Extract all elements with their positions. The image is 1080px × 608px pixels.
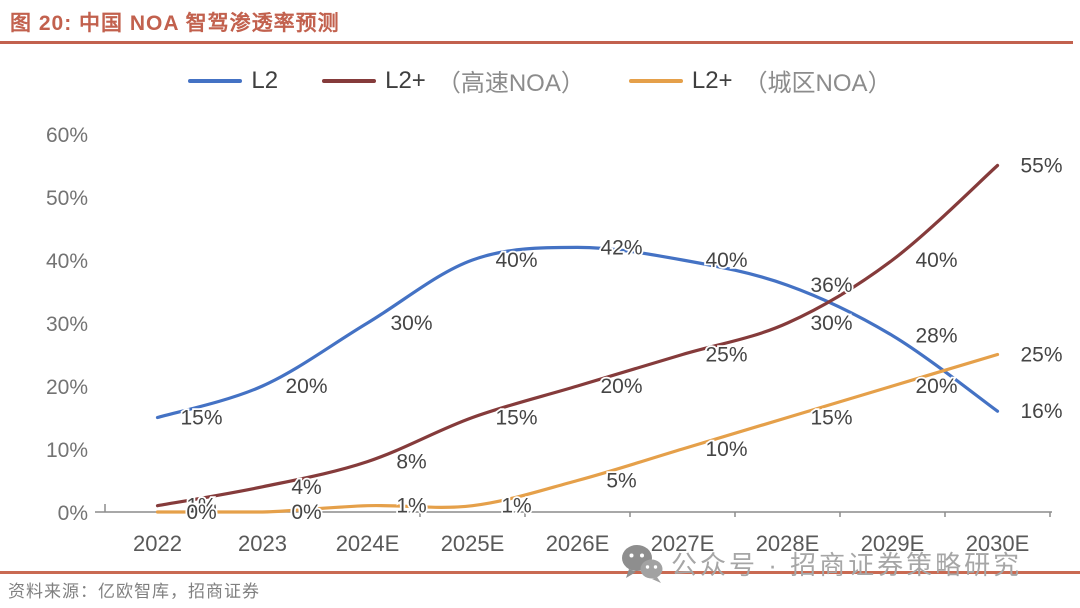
data-label: 4%	[291, 476, 321, 499]
x-tick-label: 2022	[133, 531, 182, 556]
y-axis-labels: 0% 10% 20% 30% 40% 50% 60%	[46, 124, 88, 525]
y-tick-label: 60%	[46, 124, 88, 147]
y-tick-label: 40%	[46, 250, 88, 273]
source-text: 资料来源：亿欧智库，招商证券	[8, 582, 260, 601]
legend-line-swatch	[322, 78, 377, 83]
legend-item-1: L2	[188, 67, 278, 95]
y-tick-label: 50%	[46, 187, 88, 210]
y-tick-label: 0%	[58, 502, 88, 525]
data-label: 20%	[600, 375, 642, 398]
x-axis-labels: 2022 2023 2024E 2025E 2026E 2027E 2028E 2029E 20…	[133, 531, 1029, 556]
x-tick-label: 2027E	[651, 531, 715, 556]
chart-legend: L2 L2+ （高速NOA） L2+ （城区NOA）	[0, 63, 1080, 98]
data-label: 25%	[1020, 344, 1062, 367]
data-label: 15%	[810, 407, 852, 430]
series-line-3	[155, 352, 1000, 514]
x-tick-label: 2028E	[756, 531, 820, 556]
watermark: 公众号 · 招商证券策略研究	[620, 543, 1022, 583]
data-label: 15%	[495, 407, 537, 430]
x-tick-label: 2025E	[441, 531, 505, 556]
legend-sublabel: （高速NOA）	[436, 70, 585, 97]
legend-item-3: L2+ （城区NOA）	[628, 63, 892, 98]
legend-label: L2+	[385, 66, 426, 94]
data-label: 0%	[291, 501, 321, 524]
data-label: 20%	[915, 375, 957, 398]
legend-line-swatch	[188, 78, 243, 83]
data-label: 10%	[705, 438, 747, 461]
y-tick-label: 30%	[46, 313, 88, 336]
data-label: 0%	[186, 501, 216, 524]
legend-sublabel: （城区NOA）	[743, 70, 892, 97]
x-tick-label: 2026E	[546, 531, 610, 556]
data-label: 36%	[810, 274, 852, 297]
data-label: 1%	[396, 495, 426, 518]
y-tick-label: 20%	[46, 376, 88, 399]
data-label: 42%	[600, 236, 642, 259]
legend-line-swatch	[628, 78, 683, 83]
data-label: 28%	[915, 325, 957, 348]
title-underline-rule	[0, 41, 1073, 44]
data-label: 5%	[606, 470, 636, 493]
series-line-1	[155, 245, 1000, 420]
legend-item-2: L2+ （高速NOA）	[322, 63, 585, 98]
data-label: 30%	[390, 312, 432, 335]
x-tick-label: 2029E	[861, 531, 925, 556]
footer-separator-rule	[0, 571, 1080, 574]
data-label: 8%	[396, 451, 426, 474]
data-label: 25%	[705, 344, 747, 367]
data-labels: 15% 20% 30% 40% 42% 40% 36% 28% 16% 1% 4% 8% 15% 20% 2…	[179, 153, 1065, 526]
data-label: 30%	[810, 312, 852, 335]
data-label: 55%	[1020, 155, 1062, 178]
data-label: 1%	[186, 495, 216, 518]
legend-label: L2+	[691, 66, 733, 94]
data-label: 1%	[501, 495, 531, 518]
data-label: 40%	[705, 249, 747, 272]
data-label: 40%	[915, 249, 957, 272]
legend-label: L2	[251, 66, 279, 94]
data-label: 20%	[285, 375, 327, 398]
x-tick-label: 2023	[238, 531, 287, 556]
x-tick-label: 2030E	[966, 531, 1030, 556]
data-label: 16%	[1020, 400, 1062, 423]
x-tick-label: 2024E	[336, 531, 400, 556]
series-line-2	[155, 163, 1000, 508]
y-tick-label: 10%	[46, 439, 88, 462]
figure-title: 图 20: 中国 NOA 智驾渗透率预测	[10, 12, 340, 35]
wechat-icon	[622, 545, 663, 583]
data-label: 15%	[180, 407, 222, 430]
data-label: 40%	[495, 249, 537, 272]
watermark-text: 公众号 · 招商证券策略研究	[671, 549, 1023, 580]
